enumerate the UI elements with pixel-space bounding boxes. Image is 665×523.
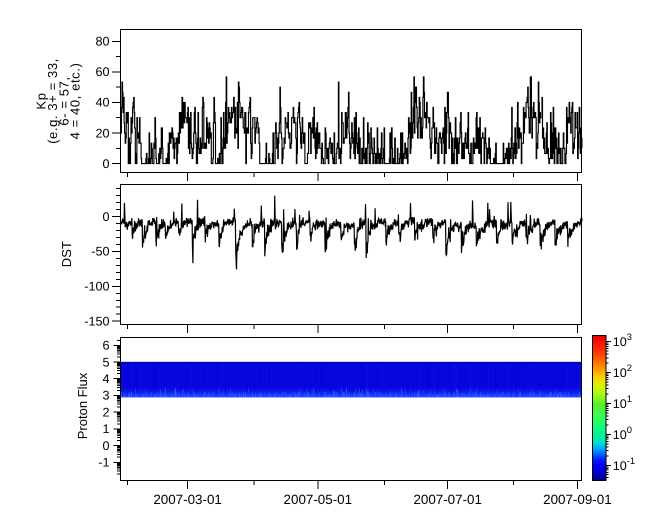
svg-text:-100: -100 (84, 280, 109, 294)
svg-text:60: 60 (95, 65, 109, 79)
svg-text:40: 40 (95, 96, 109, 110)
svg-text:10: 10 (613, 366, 627, 380)
svg-text:5: 5 (102, 355, 109, 369)
svg-text:Kp: Kp (34, 92, 49, 109)
svg-text:4 = 40, etc.): 4 = 40, etc.) (68, 63, 83, 140)
svg-text:2007-05-01: 2007-05-01 (284, 492, 353, 507)
svg-text:10: 10 (613, 397, 627, 411)
svg-text:2: 2 (102, 405, 109, 419)
svg-text:10: 10 (613, 335, 627, 349)
svg-text:(e.g. 3+ = 33,: (e.g. 3+ = 33, (45, 58, 60, 144)
svg-text:3: 3 (102, 389, 109, 403)
svg-text:4: 4 (102, 372, 109, 386)
svg-text:-50: -50 (91, 245, 109, 259)
svg-text:0: 0 (627, 424, 632, 435)
svg-text:2007-03-01: 2007-03-01 (153, 492, 222, 507)
svg-text:2007-07-01: 2007-07-01 (413, 492, 482, 507)
svg-text:1: 1 (627, 393, 632, 404)
svg-text:2: 2 (627, 362, 632, 373)
svg-text:0: 0 (102, 157, 109, 171)
svg-text:3: 3 (627, 331, 632, 342)
svg-text:0: 0 (102, 210, 109, 224)
svg-text:-1: -1 (98, 456, 109, 470)
svg-text:Proton Flux: Proton Flux (75, 372, 90, 439)
svg-text:DST: DST (59, 241, 74, 267)
svg-text:-150: -150 (84, 315, 109, 329)
svg-text:10: 10 (613, 428, 627, 442)
svg-text:6: 6 (102, 339, 109, 353)
svg-text:2007-09-01: 2007-09-01 (543, 492, 612, 507)
svg-text:10: 10 (613, 459, 627, 473)
svg-text:80: 80 (95, 35, 109, 49)
svg-text:20: 20 (95, 126, 109, 140)
svg-text:-1: -1 (627, 455, 635, 466)
svg-text:1: 1 (102, 422, 109, 436)
svg-text:6- = 57,: 6- = 57, (56, 76, 71, 125)
svg-text:0: 0 (102, 439, 109, 453)
